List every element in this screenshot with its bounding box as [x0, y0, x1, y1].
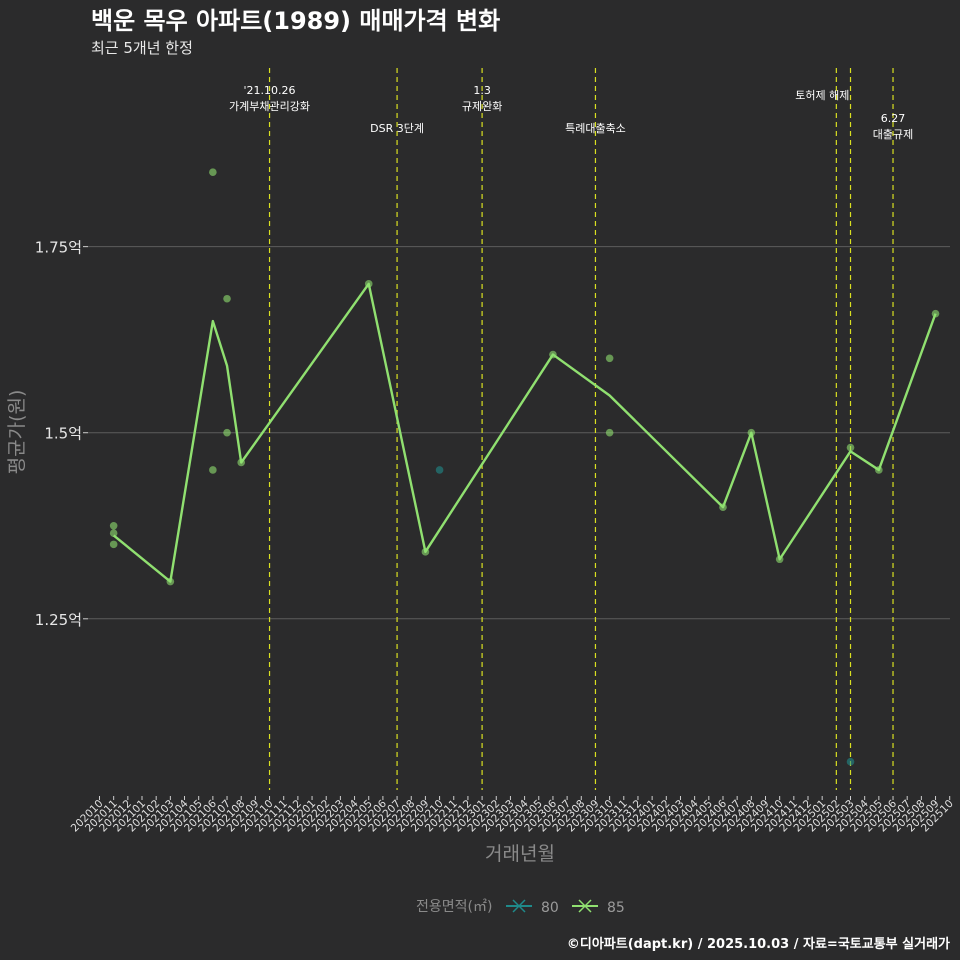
chart-subtitle: 최근 5개년 한정 [91, 39, 193, 57]
x-axis-ticks: 2020102020112020122021012021022021032021… [69, 796, 956, 834]
series-85-point [775, 555, 784, 564]
series-85-point [747, 428, 756, 437]
legend-label-85: 85 [607, 900, 625, 916]
policy-annotation-label: '21.10.26 [244, 84, 296, 97]
series-85-point [605, 354, 614, 363]
series-85-point [223, 428, 231, 437]
series-85-point [364, 280, 373, 288]
y-axis-title: 평균가(원) [6, 390, 28, 475]
policy-annotation-label: 특례대출축소 [565, 122, 626, 135]
policy-annotation-label: DSR 3단계 [370, 122, 424, 135]
series-80-point [846, 757, 855, 766]
y-gridlines [88, 246, 950, 620]
legend-key-cross-85 [578, 899, 592, 913]
series-85-point [846, 443, 855, 452]
series-85-point [109, 540, 118, 549]
series [109, 168, 940, 766]
policy-annotation-label: 1.3 [473, 84, 491, 97]
y-tick-label: 1.5억 [44, 425, 82, 443]
series-85-point [237, 458, 245, 467]
series-85-point [209, 168, 217, 177]
y-tick-label: 1.75억 [35, 239, 82, 257]
caption: ©디아파트(dapt.kr) / 2025.10.03 / 자료=국토교통부 실… [567, 936, 950, 952]
chart-title: 백운 목우 아파트(1989) 매매가격 변화 [91, 7, 500, 35]
series-85-point [109, 529, 118, 538]
series-85-point [223, 294, 231, 303]
series-80-point [435, 466, 444, 474]
series-85-point [875, 466, 883, 474]
y-tick-label: 1.25억 [35, 611, 82, 629]
series-85-point [209, 466, 217, 474]
x-axis-title: 거래년월 [485, 843, 555, 865]
series-85-point [421, 548, 430, 556]
policy-annotation-label: 가계부채관리강화 [229, 100, 310, 113]
series-85-point [719, 503, 727, 511]
policy-annotation-label: 토허제 해제 [795, 88, 849, 102]
series-85-point [549, 350, 557, 359]
legend-title: 전용면적(㎡) [416, 899, 492, 915]
policy-annotation-label: 대출규제 [873, 128, 913, 141]
policy-annotation-label: 규제완화 [462, 100, 502, 113]
legend: 전용면적(㎡) 80 85 [416, 899, 625, 916]
series-85-point [109, 521, 118, 530]
policy-annotation-label: 6.27 [881, 112, 906, 125]
y-axis-ticks: 1.25억 1.5억 1.75억 [35, 239, 88, 629]
legend-key-cross-80 [512, 899, 526, 913]
legend-label-80: 80 [541, 900, 559, 916]
series-85-point [166, 577, 175, 586]
policy-lines [268, 68, 894, 790]
series-85-point [605, 428, 614, 437]
series-85-point [931, 309, 940, 318]
